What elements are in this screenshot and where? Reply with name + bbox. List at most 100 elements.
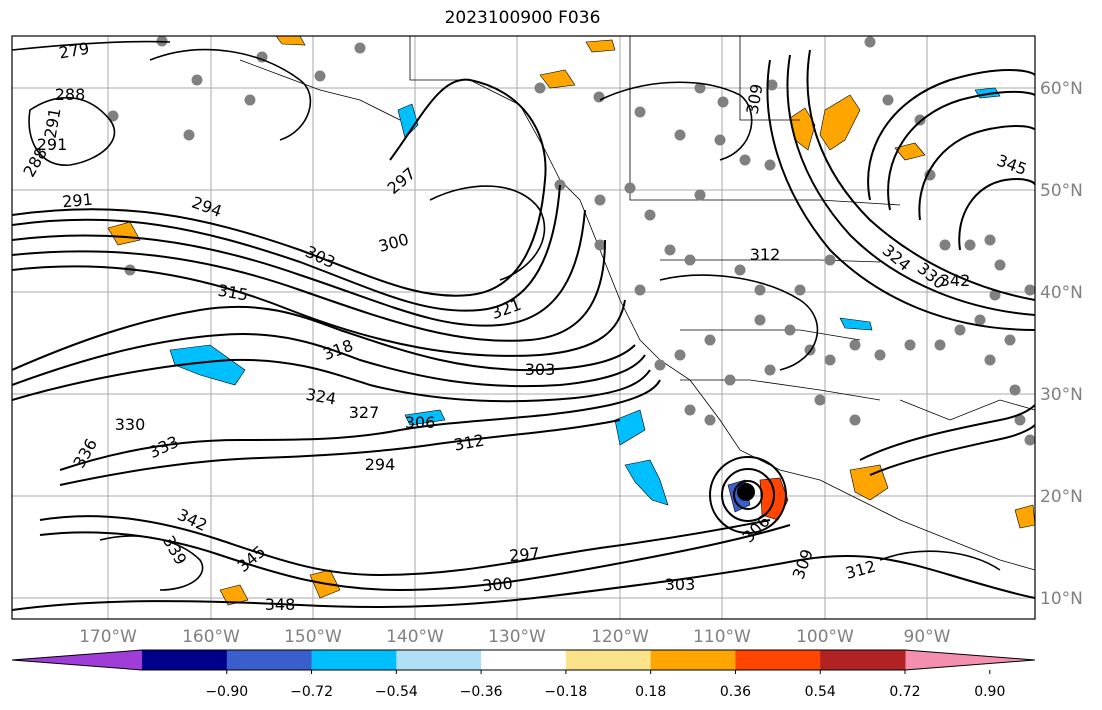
contour-line — [918, 124, 1035, 221]
station-dot — [724, 374, 736, 386]
station-dot — [684, 254, 696, 266]
longitude-label: 120°W — [591, 627, 649, 647]
contour-value-label: 297 — [508, 544, 540, 566]
station-dot — [954, 324, 966, 336]
contour-line — [12, 555, 1035, 611]
contour-line — [28, 96, 116, 166]
border-line — [680, 379, 881, 401]
map-title: 2023100900 F036 — [444, 8, 601, 28]
contour-line — [867, 69, 1035, 201]
longitude-label: 170°W — [79, 627, 137, 647]
station-dot — [764, 159, 776, 171]
station-dot — [594, 194, 606, 206]
contour-line — [39, 515, 771, 577]
orange-patch — [1014, 504, 1035, 529]
station-dot — [984, 354, 996, 366]
station-dot — [244, 94, 256, 106]
station-dot — [964, 239, 976, 251]
colorbar-segment — [735, 650, 821, 670]
station-dot — [664, 244, 676, 256]
contour-line — [879, 550, 1001, 571]
colorbar-tick-label: −0.72 — [290, 684, 333, 700]
colorbar-tick-label: −0.36 — [460, 684, 503, 700]
station-dot — [593, 91, 605, 103]
station-dot — [624, 182, 636, 194]
orange-patch — [849, 464, 889, 501]
contour-line — [149, 48, 312, 141]
latitude-label: 30°N — [1040, 385, 1083, 405]
orange-patch — [585, 39, 616, 53]
colorbar-segment — [565, 650, 652, 670]
contour-line — [786, 54, 1035, 316]
contour-line — [12, 333, 646, 388]
station-dot — [784, 324, 796, 336]
orange-patch — [275, 36, 306, 46]
contour-line — [59, 419, 621, 486]
colorbar-tick-label: −0.90 — [205, 684, 248, 700]
station-dot — [354, 42, 366, 54]
contour-value-label: 288 — [55, 85, 86, 104]
contour-value-label: 291 — [37, 135, 68, 154]
longitude-label: 130°W — [488, 627, 546, 647]
contour-line — [12, 265, 626, 357]
orange-patch — [219, 584, 249, 606]
colorbar-tick-label: 0.36 — [720, 684, 751, 700]
contour-line — [869, 424, 1035, 476]
contour-line — [12, 78, 547, 297]
station-dot — [849, 339, 861, 351]
latitude-label: 20°N — [1040, 487, 1083, 507]
cyan-patch — [614, 409, 646, 446]
cyclone-center-marker — [737, 483, 755, 501]
thin-contours — [12, 40, 1001, 591]
map-background — [12, 36, 1035, 619]
station-dot — [594, 239, 606, 251]
cyan-patch — [404, 409, 446, 426]
cyclone-contour — [709, 456, 787, 534]
station-dot — [534, 82, 546, 94]
orange-patch — [894, 142, 926, 161]
contour-line — [429, 185, 546, 281]
latitude-label: 60°N — [1040, 79, 1083, 99]
cyan-patch — [839, 317, 873, 331]
border-line — [629, 36, 901, 206]
station-dot — [794, 284, 806, 296]
colorbar-tick-label: 0.72 — [889, 684, 920, 700]
cyan-patch — [624, 459, 669, 506]
contour-value-label: 303 — [525, 360, 556, 379]
contour-line — [12, 184, 561, 312]
station-dot — [984, 234, 996, 246]
colorbar-tick-label: 0.18 — [635, 684, 666, 700]
contour-line — [887, 90, 1035, 211]
longitude-label: 90°W — [904, 627, 951, 647]
colorbar-max-extension — [905, 650, 1035, 670]
station-dot — [874, 349, 886, 361]
station-dot — [704, 414, 716, 426]
contour-line — [859, 404, 1035, 461]
contour-value-label: 312 — [750, 245, 781, 264]
station-dot — [764, 364, 776, 376]
station-dot — [1024, 284, 1035, 296]
station-dot — [1014, 414, 1026, 426]
station-dot — [754, 284, 766, 296]
station-dot — [824, 254, 836, 266]
station-dot — [1009, 384, 1021, 396]
longitude-label: 160°W — [182, 627, 240, 647]
station-dot — [1004, 334, 1016, 346]
coastline — [239, 59, 401, 121]
station-dot — [191, 74, 203, 86]
station-dot — [694, 82, 706, 94]
station-dot — [994, 259, 1006, 271]
station-dot — [754, 314, 766, 326]
contour-value-label: 294 — [365, 455, 396, 474]
station-dot — [674, 349, 686, 361]
contour-value-label: 300 — [481, 574, 513, 596]
station-dot — [766, 79, 778, 91]
colorbar-segment — [226, 650, 313, 670]
orange-patch — [539, 69, 576, 89]
colorbar-tick-label: 0.90 — [974, 684, 1005, 700]
colorbar-segment — [396, 650, 482, 670]
station-dot — [974, 314, 986, 326]
longitude-label: 140°W — [386, 627, 444, 647]
latitude-axis: 60°N 50°N 40°N 30°N 20°N 10°N — [1040, 79, 1083, 609]
station-dot — [864, 36, 876, 48]
